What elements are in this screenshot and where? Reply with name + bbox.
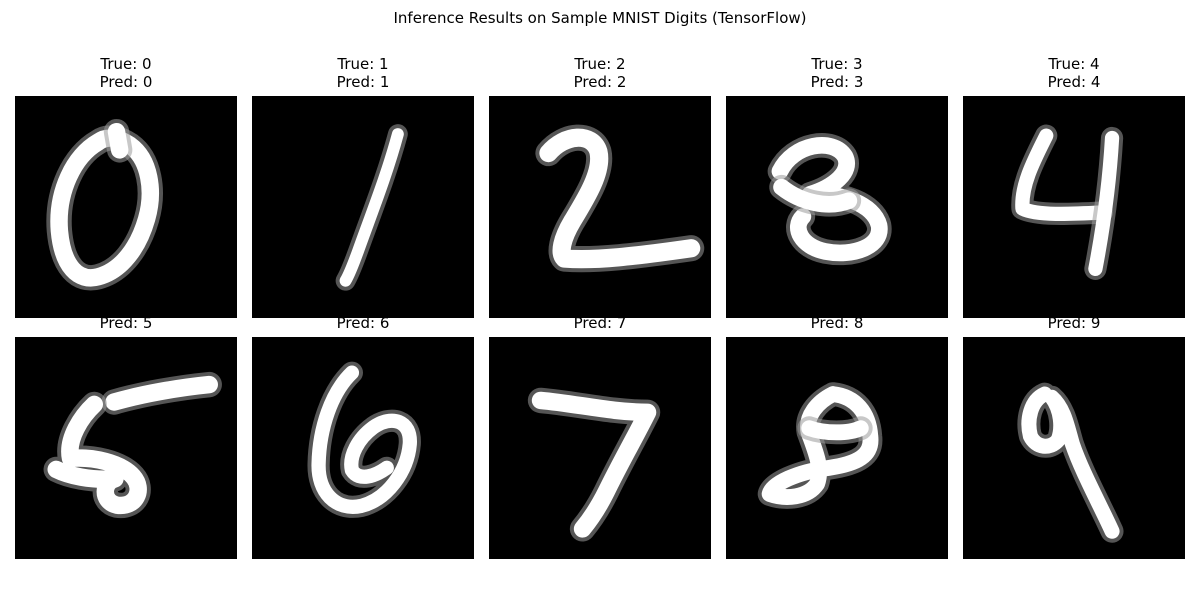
pred-label: Pred: 7 [573,314,627,332]
digit-panel-5: Pred: 5 [15,315,237,559]
digit-image-9 [963,337,1185,559]
digit-stroke [539,128,701,269]
digit-image-7 [489,337,711,559]
image-background [726,337,948,559]
digit-stroke [1088,130,1120,276]
image-background [15,337,237,559]
true-label: True: 3 [811,55,863,73]
pred-label: Pred: 8 [810,314,864,332]
digit-image-1 [252,96,474,318]
digit-stroke [47,395,147,515]
pred-label: Pred: 4 [1047,73,1101,91]
digit-image-5 [15,337,237,559]
digit-stroke [801,420,869,441]
digit-image-3 [726,96,948,318]
image-background [252,96,474,318]
digit-image-4 [963,96,1185,318]
pred-label: Pred: 9 [1047,314,1101,332]
pred-label: Pred: 3 [810,73,864,91]
true-label: True: 4 [1048,55,1100,73]
true-label: True: 0 [100,55,152,73]
digit-stroke [1015,128,1109,222]
pred-label: Pred: 0 [99,73,153,91]
digit-stroke [107,122,129,159]
digit-stroke [311,365,417,514]
digit-panel-6: Pred: 6 [252,315,474,559]
digit-panel-7: Pred: 7 [489,315,711,559]
digit-panel-9: Pred: 9 [963,315,1185,559]
figure-title: Inference Results on Sample MNIST Digits… [393,9,807,27]
digit-panel-2: True: 2 Pred: 2 [489,56,711,318]
digit-panel-0: True: 0 Pred: 0 [15,56,237,318]
digit-stroke [1021,386,1120,539]
digit-panel-4: True: 4 Pred: 4 [963,56,1185,318]
digit-panel-3: True: 3 Pred: 3 [726,56,948,318]
digit-image-6 [252,337,474,559]
digit-panel-1: True: 1 Pred: 1 [252,56,474,318]
digit-panel-8: Pred: 8 [726,315,948,559]
digit-stroke [773,178,858,213]
digit-image-2 [489,96,711,318]
digit-stroke [339,128,404,287]
pred-label: Pred: 5 [99,314,153,332]
pred-label: Pred: 2 [573,73,627,91]
digit-image-8 [726,337,948,559]
digit-stroke [105,375,218,411]
digit-stroke [531,391,657,538]
image-background [489,96,711,318]
true-label: True: 2 [574,55,626,73]
pred-label: Pred: 6 [336,314,390,332]
digit-image-0 [15,96,237,318]
pred-label: Pred: 1 [336,73,390,91]
true-label: True: 1 [337,55,389,73]
